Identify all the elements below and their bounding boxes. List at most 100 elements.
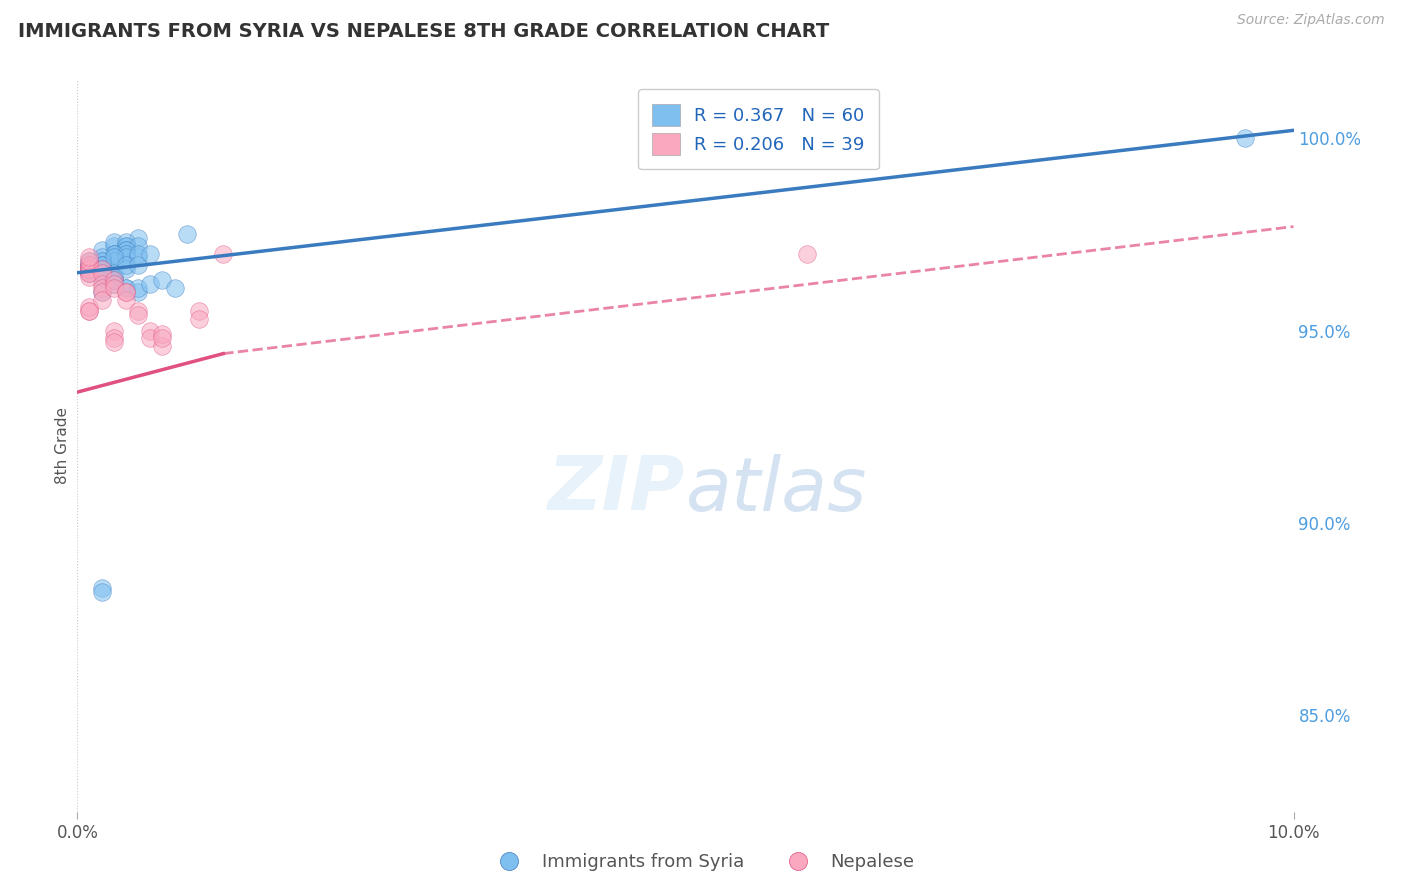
Point [90, 258, 112, 272]
Point [79, 261, 101, 276]
Point [103, 235, 125, 249]
Point [90, 285, 112, 299]
Point [90, 266, 112, 280]
Point [115, 243, 138, 257]
Point [115, 243, 138, 257]
Legend: R = 0.367   N = 60, R = 0.206   N = 39: R = 0.367 N = 60, R = 0.206 N = 39 [638, 89, 879, 169]
Point [115, 281, 138, 295]
Point [127, 258, 149, 272]
Point [212, 246, 235, 260]
Point [79, 261, 101, 276]
Point [79, 261, 101, 276]
Point [176, 227, 198, 242]
Point [127, 304, 149, 318]
Point [90, 254, 112, 268]
Point [90, 585, 112, 599]
Point [90, 254, 112, 268]
Point [90, 243, 112, 257]
Point [188, 304, 211, 318]
Point [115, 246, 138, 260]
Point [79, 301, 101, 315]
Point [79, 261, 101, 276]
Point [127, 246, 149, 260]
Point [115, 235, 138, 249]
Point [796, 246, 818, 260]
Point [79, 269, 101, 284]
Point [115, 261, 138, 276]
Point [79, 261, 101, 276]
Point [90, 281, 112, 295]
Point [115, 251, 138, 265]
Point [127, 308, 149, 322]
Text: IMMIGRANTS FROM SYRIA VS NEPALESE 8TH GRADE CORRELATION CHART: IMMIGRANTS FROM SYRIA VS NEPALESE 8TH GR… [18, 22, 830, 41]
Point [103, 273, 125, 287]
Point [90, 269, 112, 284]
Point [90, 582, 112, 596]
Point [152, 339, 174, 353]
Point [79, 266, 101, 280]
Point [79, 261, 101, 276]
Text: ZIP: ZIP [548, 453, 686, 526]
Point [127, 251, 149, 265]
Legend: Immigrants from Syria, Nepalese: Immigrants from Syria, Nepalese [484, 847, 922, 879]
Point [103, 254, 125, 268]
Point [79, 266, 101, 280]
Point [103, 324, 125, 338]
Point [127, 231, 149, 245]
Point [139, 331, 162, 345]
Point [152, 273, 174, 287]
Point [103, 251, 125, 265]
Point [103, 251, 125, 265]
Point [163, 281, 186, 295]
Point [79, 254, 101, 268]
Point [79, 254, 101, 268]
Point [139, 277, 162, 292]
Point [127, 239, 149, 253]
Point [79, 258, 101, 272]
Point [152, 331, 174, 345]
Point [115, 246, 138, 260]
Point [79, 258, 101, 272]
Point [115, 281, 138, 295]
Point [115, 258, 138, 272]
Point [90, 251, 112, 265]
Point [90, 261, 112, 276]
Text: Source: ZipAtlas.com: Source: ZipAtlas.com [1237, 13, 1385, 28]
Point [103, 266, 125, 280]
Point [79, 266, 101, 280]
Point [103, 273, 125, 287]
Point [79, 304, 101, 318]
Point [79, 258, 101, 272]
Point [79, 251, 101, 265]
Point [79, 304, 101, 318]
Point [115, 285, 138, 299]
Point [139, 246, 162, 260]
Point [90, 261, 112, 276]
Point [103, 277, 125, 292]
Point [79, 258, 101, 272]
Point [103, 334, 125, 349]
Point [103, 246, 125, 260]
Point [90, 258, 112, 272]
Point [103, 273, 125, 287]
Point [103, 269, 125, 284]
Point [103, 273, 125, 287]
Point [139, 324, 162, 338]
Point [127, 285, 149, 299]
Point [90, 277, 112, 292]
Point [90, 285, 112, 299]
Point [127, 281, 149, 295]
Point [90, 266, 112, 280]
Point [115, 239, 138, 253]
Point [1233, 131, 1256, 145]
Point [103, 331, 125, 345]
Point [79, 266, 101, 280]
Point [103, 239, 125, 253]
Point [90, 258, 112, 272]
Point [188, 312, 211, 326]
Point [103, 246, 125, 260]
Point [115, 293, 138, 307]
Point [79, 258, 101, 272]
Text: atlas: atlas [686, 454, 868, 526]
Point [115, 239, 138, 253]
